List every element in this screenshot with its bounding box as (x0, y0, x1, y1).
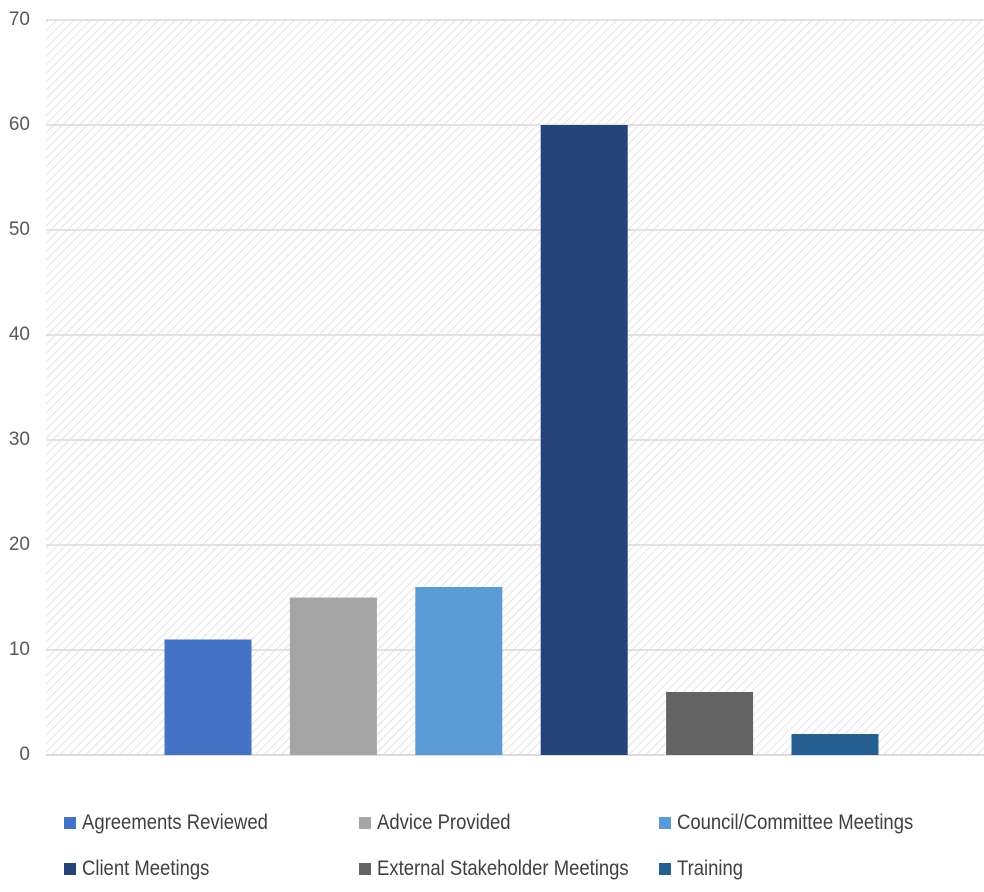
legend-label-agreements-reviewed: Agreements Reviewed (82, 811, 268, 834)
y-tick-label-50: 50 (9, 219, 30, 240)
legend-item-advice-provided: Advice Provided (359, 811, 659, 835)
bar-agreements-reviewed (164, 639, 252, 755)
y-tick-label-30: 30 (9, 429, 30, 450)
legend-swatch-advice-provided (359, 817, 371, 829)
legend-item-external-stakeholder-meetings: External Stakeholder Meetings (359, 857, 659, 881)
legend-item-client-meetings: Client Meetings (64, 857, 359, 881)
legend-swatch-council-committee-meetings (659, 817, 671, 829)
y-tick-label-0: 0 (19, 744, 30, 765)
legend: Agreements Reviewed Advice Provided Coun… (64, 800, 974, 892)
y-tick-label-70: 70 (9, 9, 30, 30)
plot-area-background (46, 20, 984, 755)
y-tick-label-60: 60 (9, 114, 30, 135)
legend-label-training: Training (677, 857, 744, 880)
legend-row-2: Client Meetings External Stakeholder Mee… (64, 846, 974, 892)
legend-swatch-training (659, 863, 671, 875)
legend-label-external-stakeholder-meetings: External Stakeholder Meetings (377, 857, 629, 880)
legend-row-1: Agreements Reviewed Advice Provided Coun… (64, 800, 974, 846)
y-tick-label-40: 40 (9, 324, 30, 345)
legend-swatch-agreements-reviewed (64, 817, 76, 829)
legend-item-council-committee-meetings: Council/Committee Meetings (659, 811, 945, 835)
bar-external-stakeholder-meetings (666, 692, 754, 755)
y-tick-label-20: 20 (9, 534, 30, 555)
y-axis-ticks: 0 10 20 30 40 50 60 70 (9, 9, 30, 765)
legend-swatch-client-meetings (64, 863, 76, 875)
y-tick-label-10: 10 (9, 639, 30, 660)
legend-label-council-committee-meetings: Council/Committee Meetings (677, 811, 914, 834)
legend-label-advice-provided: Advice Provided (377, 811, 511, 834)
bar-client-meetings (540, 125, 628, 755)
bar-advice-provided (289, 597, 377, 755)
legend-label-client-meetings: Client Meetings (82, 857, 210, 880)
bars (164, 125, 879, 755)
bar-council-committee-meetings (415, 587, 503, 755)
bar-chart: 0 10 20 30 40 50 60 70 (9, 9, 984, 765)
legend-swatch-external-stakeholder-meetings (359, 863, 371, 875)
legend-item-training: Training (659, 857, 752, 881)
legend-item-agreements-reviewed: Agreements Reviewed (64, 811, 359, 835)
bar-training (791, 734, 879, 755)
